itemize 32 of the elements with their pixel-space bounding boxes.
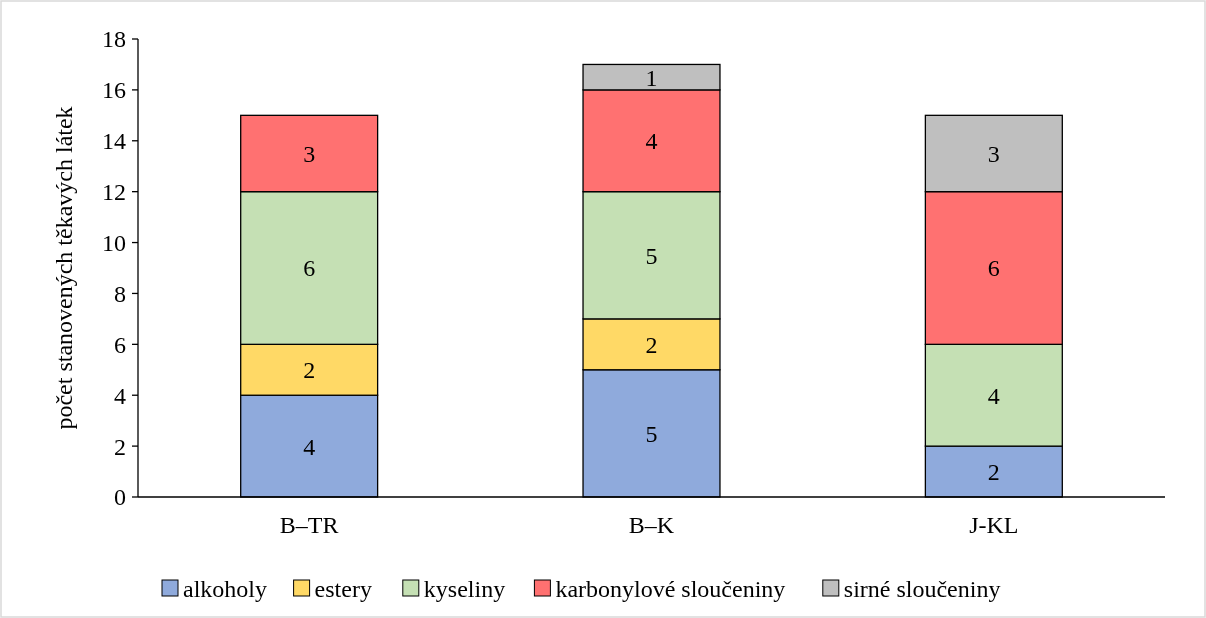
data-label: 4 xyxy=(645,128,658,155)
legend-label: estery xyxy=(314,576,372,603)
data-label: 4 xyxy=(987,382,1000,409)
y-tick-label: 2 xyxy=(114,433,126,460)
data-label: 5 xyxy=(645,242,658,269)
data-label: 2 xyxy=(987,458,1000,485)
data-label: 1 xyxy=(645,64,658,91)
legend-label: kyseliny xyxy=(423,576,506,603)
legend-label: alkoholy xyxy=(183,576,267,603)
legend-label: sirné sloučeniny xyxy=(843,576,1001,603)
y-tick-label: 16 xyxy=(102,77,126,104)
data-label: 6 xyxy=(987,255,1000,282)
data-label: 3 xyxy=(987,140,1000,167)
data-label: 6 xyxy=(303,255,316,282)
data-label: 3 xyxy=(303,140,316,167)
y-axis-title: počet stanovených těkavých látek xyxy=(51,106,77,430)
y-tick-label: 14 xyxy=(102,128,126,155)
y-tick-label: 10 xyxy=(102,229,126,256)
x-tick-label: J-KL xyxy=(969,512,1019,538)
data-label: 5 xyxy=(645,420,658,447)
x-tick-label: B–K xyxy=(628,512,675,538)
y-tick-label: 4 xyxy=(114,382,126,409)
legend-label: karbonylové sloučeniny xyxy=(555,576,786,603)
data-label: 4 xyxy=(303,433,316,460)
y-tick-label: 0 xyxy=(114,484,126,511)
y-tick-label: 6 xyxy=(114,331,126,358)
y-tick-label: 12 xyxy=(102,179,126,206)
x-tick-label: B–TR xyxy=(279,512,339,538)
data-label: 2 xyxy=(303,357,316,384)
data-label: 2 xyxy=(645,331,658,358)
y-tick-label: 18 xyxy=(102,26,126,53)
y-tick-label: 8 xyxy=(114,280,126,307)
